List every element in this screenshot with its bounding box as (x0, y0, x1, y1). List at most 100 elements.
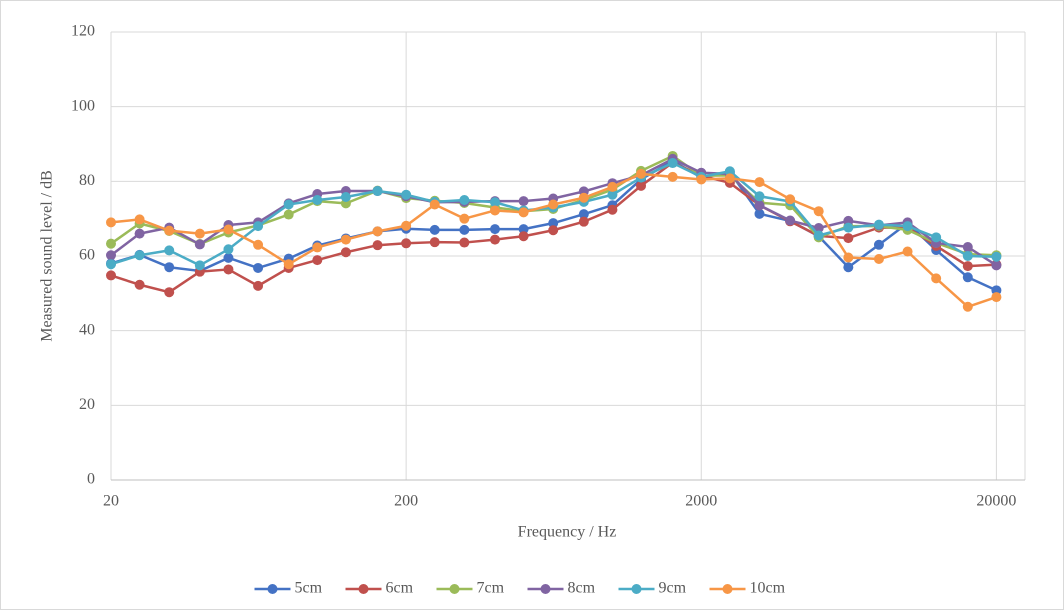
data-point (340, 192, 351, 203)
data-point (340, 247, 351, 258)
data-point (962, 301, 973, 312)
legend-label: 6cm (386, 580, 414, 597)
legend-label: 7cm (477, 580, 505, 597)
data-point (754, 200, 765, 211)
data-point (931, 273, 942, 284)
data-point (372, 240, 383, 251)
data-point (931, 232, 942, 243)
data-point (902, 246, 913, 257)
data-point (106, 217, 116, 228)
data-point (401, 189, 412, 200)
y-tick-label: 0 (87, 471, 95, 488)
data-point (459, 195, 470, 205)
data-point (429, 199, 440, 210)
data-point (223, 264, 234, 275)
data-point (754, 191, 765, 202)
data-point (518, 196, 529, 207)
data-point (991, 251, 1002, 262)
data-point (813, 230, 824, 241)
y-tick-label: 100 (71, 97, 95, 114)
data-point (223, 252, 234, 263)
x-tick-label: 2000 (685, 493, 717, 510)
data-point (134, 279, 145, 290)
data-point (372, 186, 383, 197)
data-point (636, 180, 647, 191)
data-point (902, 221, 913, 232)
data-point (401, 220, 412, 231)
data-point (962, 242, 973, 253)
legend-label: 5cm (295, 580, 323, 597)
data-point (578, 209, 589, 220)
legend-label: 9cm (659, 580, 687, 597)
data-point (223, 224, 234, 235)
legend-marker (358, 584, 369, 594)
data-point (312, 195, 323, 205)
data-point (754, 208, 765, 219)
data-point (489, 234, 500, 245)
data-point (962, 272, 973, 283)
data-point (106, 270, 116, 281)
y-tick-label: 60 (79, 247, 95, 264)
data-point (843, 233, 854, 244)
data-point (607, 204, 618, 215)
data-point (696, 174, 707, 185)
data-point (164, 225, 175, 236)
data-point (194, 239, 205, 250)
data-point (164, 287, 175, 298)
legend-label: 8cm (568, 580, 596, 597)
data-point (253, 280, 264, 291)
data-point (548, 218, 559, 229)
legend-marker (722, 584, 733, 594)
data-point (312, 255, 323, 266)
data-point (518, 224, 529, 235)
data-point (106, 259, 116, 270)
legend-marker (267, 584, 278, 594)
data-point (283, 199, 294, 210)
y-tick-label: 80 (79, 172, 95, 189)
data-point (962, 261, 973, 272)
data-point (724, 173, 735, 184)
y-tick-label: 120 (71, 23, 95, 40)
data-point (134, 228, 145, 239)
data-point (607, 181, 618, 192)
data-point (283, 209, 294, 220)
data-point (164, 245, 175, 256)
x-tick-label: 20 (103, 493, 119, 510)
data-point (518, 207, 529, 218)
data-point (253, 239, 264, 250)
data-point (724, 166, 735, 177)
data-point (578, 192, 589, 203)
data-point (340, 234, 351, 245)
data-point (223, 244, 234, 255)
data-point (991, 260, 1002, 271)
data-point (813, 206, 824, 217)
data-point (283, 259, 294, 270)
data-point (372, 226, 383, 237)
data-point (194, 260, 205, 271)
data-point (785, 194, 796, 205)
data-point (459, 224, 470, 235)
data-point (754, 177, 765, 188)
data-point (991, 292, 1002, 303)
data-point (873, 239, 884, 250)
x-axis-title: Frequency / Hz (518, 524, 617, 541)
data-point (843, 222, 854, 233)
data-point (312, 242, 323, 253)
data-point (253, 221, 264, 232)
x-tick-label: 200 (394, 493, 418, 510)
data-point (873, 253, 884, 264)
data-point (843, 262, 854, 273)
data-point (489, 224, 500, 235)
data-point (843, 252, 854, 263)
data-point (253, 262, 264, 273)
data-point (164, 262, 175, 273)
data-point (607, 189, 618, 200)
data-point (667, 158, 678, 169)
data-point (401, 238, 412, 249)
data-point (489, 205, 500, 216)
y-axis-title: Measured sound level / dB (39, 170, 56, 342)
data-point (873, 219, 884, 230)
data-point (134, 250, 145, 261)
